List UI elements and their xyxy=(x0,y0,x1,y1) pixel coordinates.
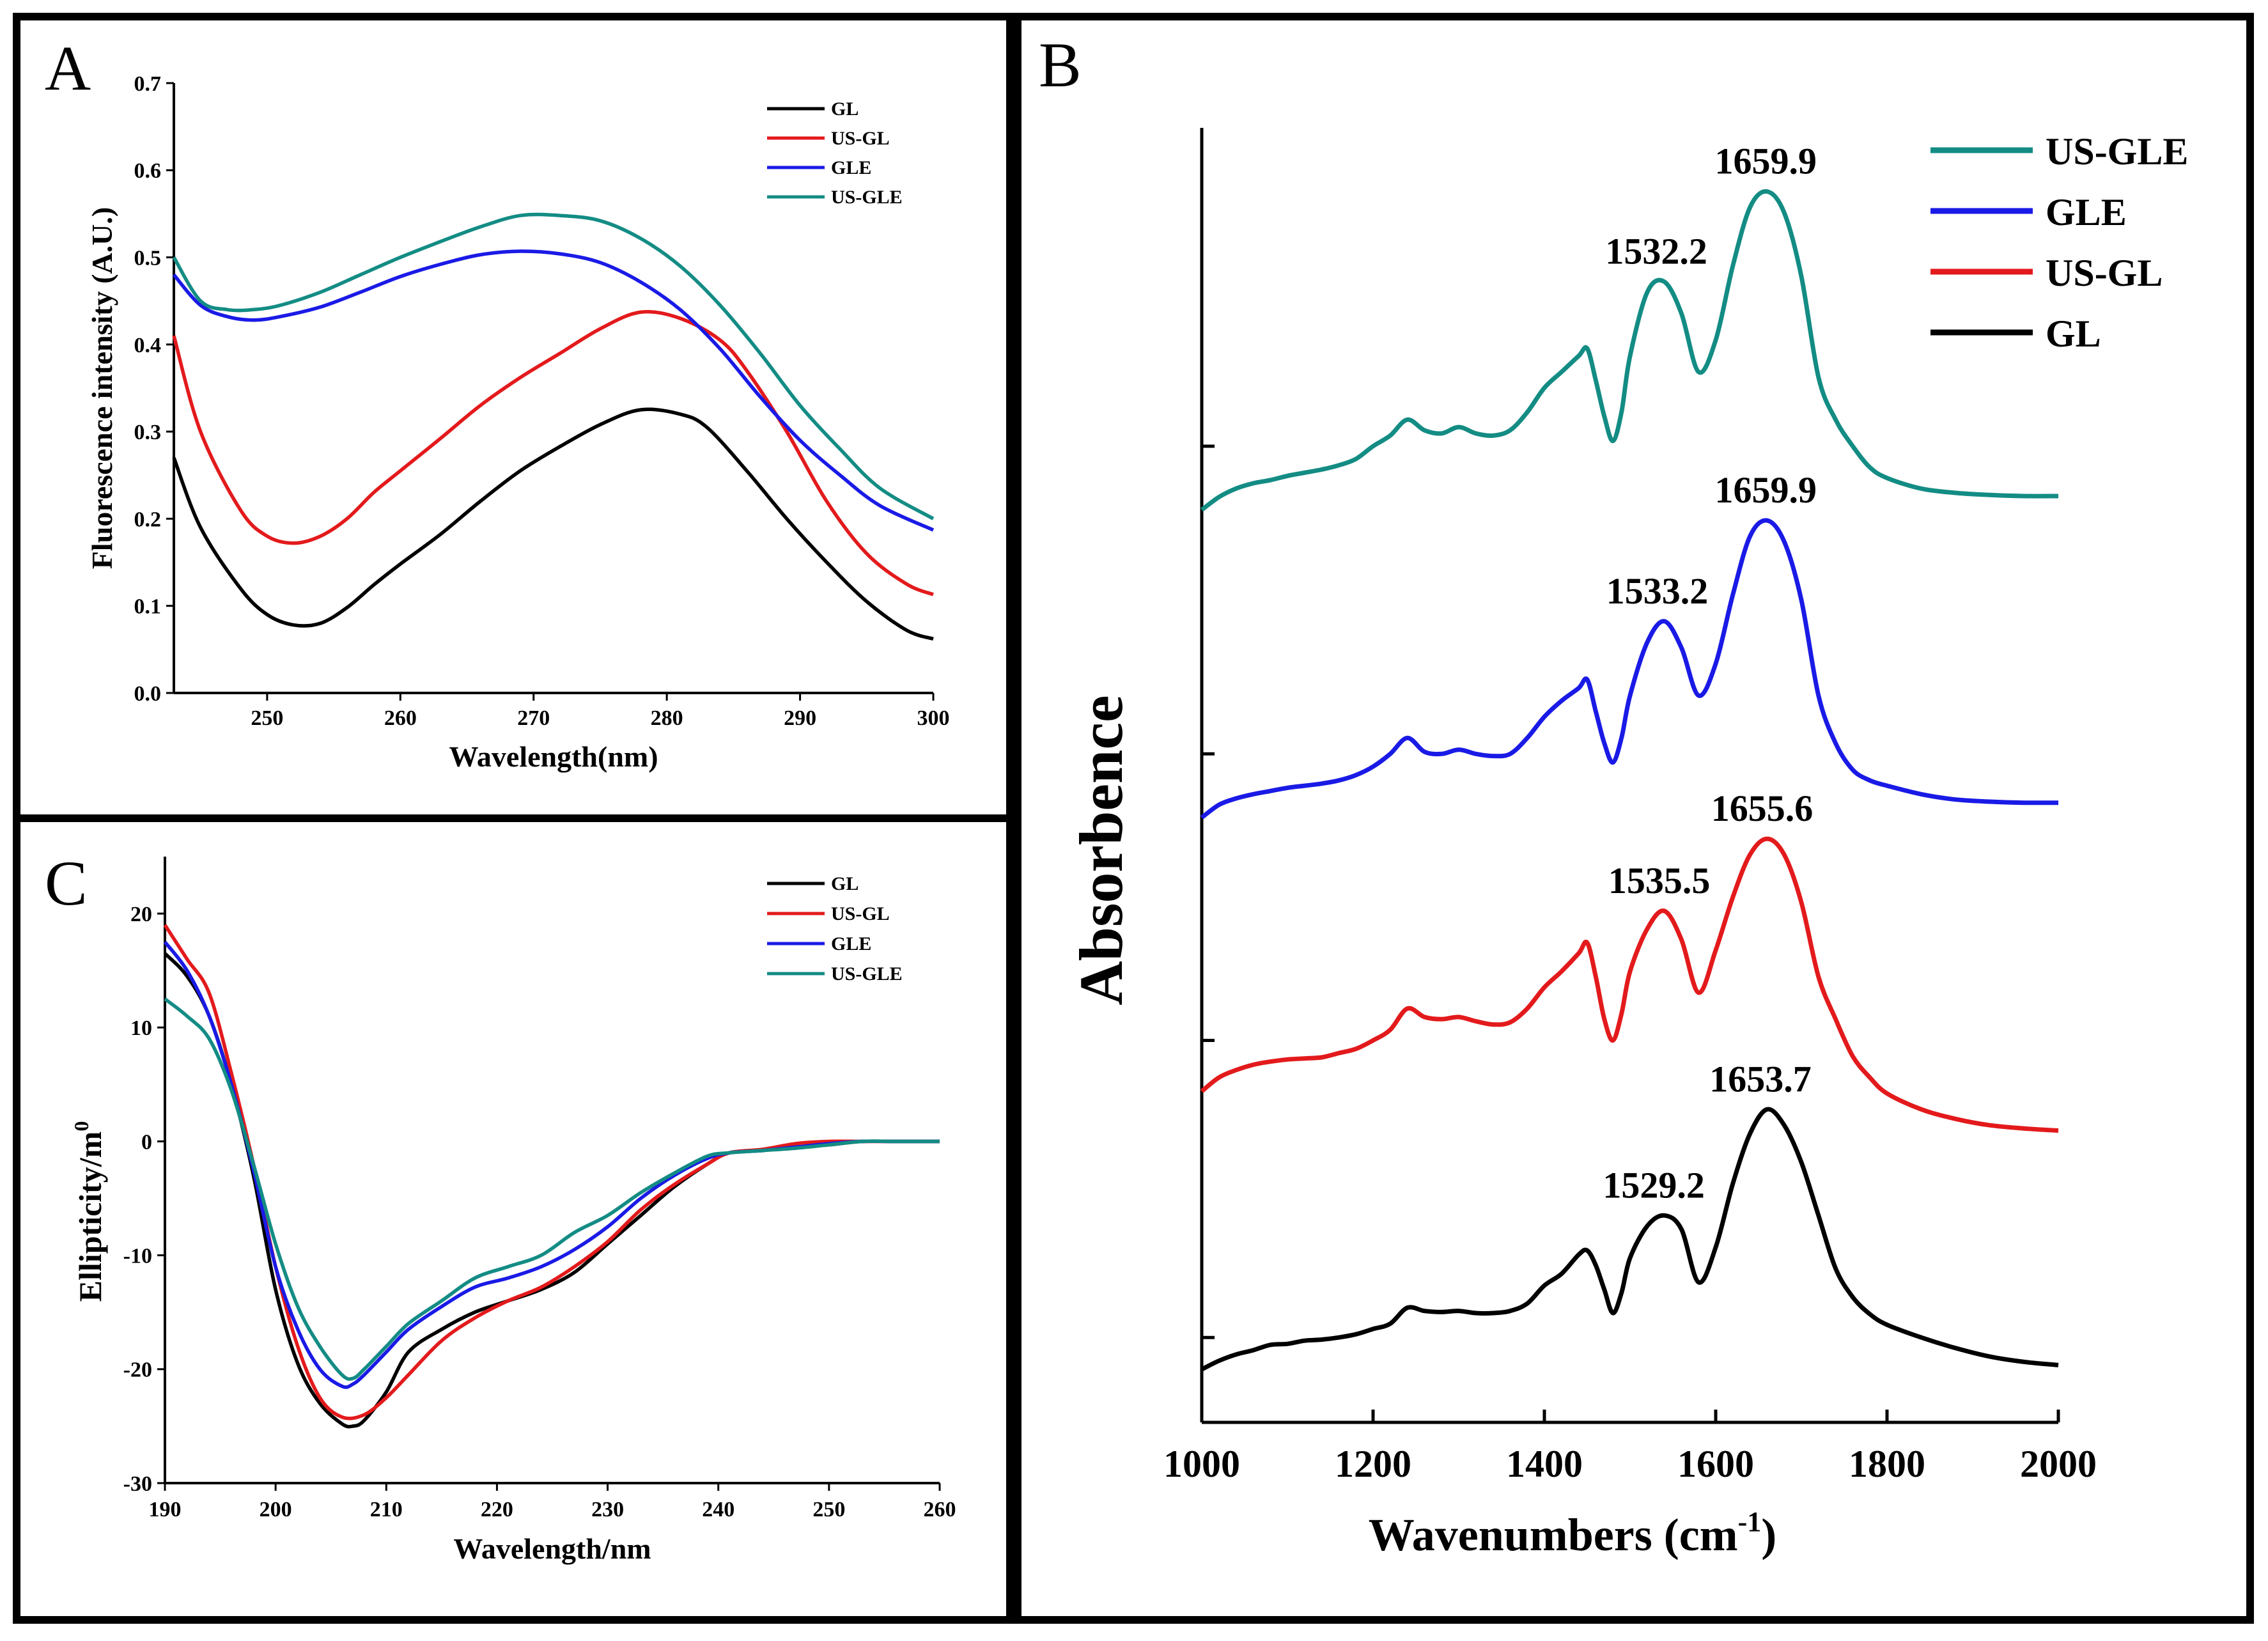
peak-annotation: 1659.9 xyxy=(1715,469,1817,511)
panel-b-xlabel-sup: -1 xyxy=(1738,1506,1762,1537)
legend-label-gl: GL xyxy=(831,873,858,894)
series-line-us-gl xyxy=(1200,836,2059,1133)
x-axis-label: Wavelength/nm xyxy=(453,1532,651,1565)
peak-annotation: 1659.9 xyxy=(1715,141,1817,182)
x-tick-label: 190 xyxy=(149,1498,182,1521)
legend-label-gl: GL xyxy=(2046,313,2101,355)
x-tick-label: 260 xyxy=(384,706,417,730)
x-tick-label: 1400 xyxy=(1506,1443,1583,1485)
peak-annotation: 1529.2 xyxy=(1603,1164,1705,1206)
x-tick-label: 220 xyxy=(481,1498,513,1521)
x-tick-label: 200 xyxy=(260,1498,292,1521)
legend-label-gle: GLE xyxy=(831,933,871,954)
legend-label-gle: GLE xyxy=(2046,191,2127,233)
series-line-gl xyxy=(164,952,940,1429)
panel-b-plot: 1000 1200 1400 1600 1800 2000 1659.9 1532.2 1659… xyxy=(1163,128,2188,1485)
x-tick-label: 270 xyxy=(517,706,550,730)
panel-b-xlabel-main: Wavenumbers (cm xyxy=(1369,1509,1738,1560)
x-tick-label: 280 xyxy=(651,706,683,730)
peak-annotation: 1655.6 xyxy=(1711,788,1814,829)
peak-annotation: 1532.2 xyxy=(1605,231,1707,272)
series-line-us-gle xyxy=(1200,189,2059,512)
peak-annotation: 1535.5 xyxy=(1608,860,1711,901)
legend-label-us-gl: US-GL xyxy=(831,128,890,149)
x-tick-label: 250 xyxy=(251,706,283,730)
series-line-us-gl xyxy=(172,309,935,596)
series-line-us-gle xyxy=(164,997,940,1381)
panel-b-xlabel-end: ) xyxy=(1761,1509,1776,1560)
legend-label-us-gl: US-GL xyxy=(831,903,890,924)
panel-b-letter: B xyxy=(1039,29,1082,100)
y-tick-label: -30 xyxy=(123,1472,152,1496)
y-tick-label: 20 xyxy=(130,903,152,926)
panel-c-ylabel: Ellipticity/m0 xyxy=(70,1121,108,1302)
y-tick-label: 10 xyxy=(130,1016,152,1040)
series-line-us-gle xyxy=(172,212,935,520)
panel-c-ylabel-sup: 0 xyxy=(70,1121,93,1132)
y-tick-label: -10 xyxy=(123,1245,152,1268)
x-tick-label: 300 xyxy=(917,706,950,730)
series-line-us-gl xyxy=(163,924,940,1420)
y-tick-label: 0.1 xyxy=(134,595,162,619)
y-tick-label: 0.7 xyxy=(134,72,162,96)
y-tick-label: 0 xyxy=(141,1130,152,1154)
y-tick-label: -20 xyxy=(123,1358,152,1382)
legend-label-us-gle: US-GLE xyxy=(2046,130,2188,173)
x-tick-label: 290 xyxy=(784,706,816,730)
panel-c-plot: 190 200 210 220 230 240 250 260 -30 -20 -10 0 10 20 Wa… xyxy=(123,857,956,1565)
x-tick-label: 240 xyxy=(702,1498,734,1521)
legend-label-us-gl: US-GL xyxy=(2046,252,2163,294)
x-tick-label: 2000 xyxy=(2020,1443,2097,1485)
panel-c-ylabel-main: Ellipticity/m xyxy=(72,1132,108,1302)
x-tick-label: 250 xyxy=(812,1498,845,1521)
series-line-gl xyxy=(172,407,934,641)
panel-b-ylabel: Absorbence xyxy=(1067,695,1135,1005)
y-tick-label: 0.6 xyxy=(134,159,162,183)
y-tick-label: 0.2 xyxy=(134,508,162,531)
x-tick-label: 210 xyxy=(370,1498,403,1521)
legend-label-gl: GL xyxy=(831,98,858,120)
series-line-gl xyxy=(1200,1107,2059,1372)
y-axis-label: Fluorescence intensity (A.U.) xyxy=(86,207,118,569)
x-tick-label: 1600 xyxy=(1677,1443,1754,1485)
y-tick-label: 0.5 xyxy=(134,246,162,270)
x-tick-label: 230 xyxy=(591,1498,624,1521)
x-tick-label: 1000 xyxy=(1163,1443,1240,1485)
y-tick-label: 0.3 xyxy=(134,421,162,444)
y-tick-label: 0.0 xyxy=(134,682,162,706)
panel-c-letter: C xyxy=(45,848,88,919)
panel-c-frame xyxy=(13,814,1014,1624)
x-axis-label: Wavelength(nm) xyxy=(449,740,658,773)
legend-label-gle: GLE xyxy=(831,157,871,178)
x-tick-label: 1800 xyxy=(1849,1443,1925,1485)
panel-a-plot: 250 260 270 280 290 300 0.0 0.1 0.2 0.3 0.4 0.5 0.6 0… xyxy=(86,72,950,773)
series-line-gle xyxy=(1200,518,2059,820)
legend-label-us-gle: US-GLE xyxy=(831,963,903,984)
x-tick-label: 260 xyxy=(924,1498,956,1521)
panel-b-frame xyxy=(1014,13,2254,1624)
y-tick-label: 0.4 xyxy=(134,334,162,357)
series-line-gle xyxy=(163,940,940,1389)
series-line-gle xyxy=(172,249,935,532)
peak-annotation: 1653.7 xyxy=(1709,1058,1812,1100)
panel-b-xlabel: Wavenumbers (cm-1) xyxy=(1369,1506,1777,1560)
panel-a-letter: A xyxy=(45,33,91,104)
legend-label-us-gle: US-GLE xyxy=(831,187,903,208)
peak-annotation: 1533.2 xyxy=(1606,570,1709,612)
x-tick-label: 1200 xyxy=(1335,1443,1411,1485)
